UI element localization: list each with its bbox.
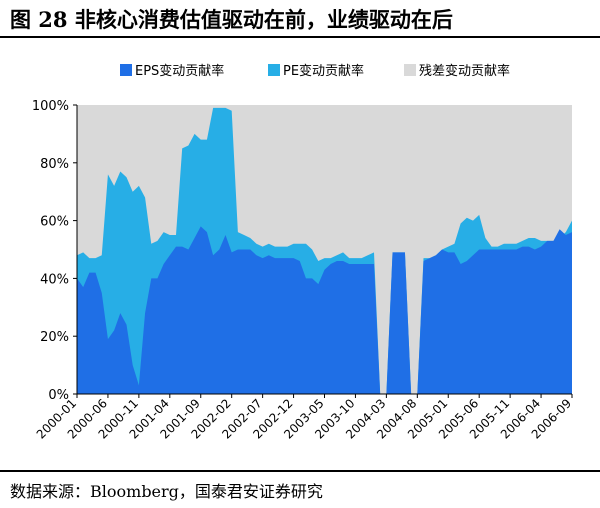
series-area-eps bbox=[77, 226, 572, 394]
y-tick-label: 40% bbox=[40, 272, 69, 287]
y-tick-label: 60% bbox=[40, 215, 69, 230]
title-rule bbox=[0, 36, 600, 38]
legend-swatch bbox=[120, 64, 132, 76]
legend-label: EPS变动贡献率 bbox=[135, 63, 224, 79]
legend-swatch bbox=[268, 64, 280, 76]
stacked-area-chart: EPS变动贡献率 PE变动贡献率 残差变动贡献率 0% 20% 40% 60% 80% 100… bbox=[32, 63, 574, 442]
figure-title: 图 28 非核心消费估值驱动在前，业绩驱动在后 bbox=[10, 7, 453, 32]
legend-label: 残差变动贡献率 bbox=[419, 63, 510, 79]
source-rule bbox=[0, 470, 600, 472]
y-tick-label: 0% bbox=[48, 388, 69, 403]
y-tick-label: 100% bbox=[32, 99, 69, 114]
source-note: 数据来源：Bloomberg，国泰君安证券研究 bbox=[10, 482, 323, 501]
legend: EPS变动贡献率 PE变动贡献率 残差变动贡献率 bbox=[120, 63, 510, 79]
legend-label: PE变动贡献率 bbox=[283, 63, 364, 79]
y-tick-label: 80% bbox=[40, 157, 69, 172]
y-tick-label: 20% bbox=[40, 330, 69, 345]
legend-swatch bbox=[404, 64, 416, 76]
plot-area bbox=[77, 105, 572, 394]
